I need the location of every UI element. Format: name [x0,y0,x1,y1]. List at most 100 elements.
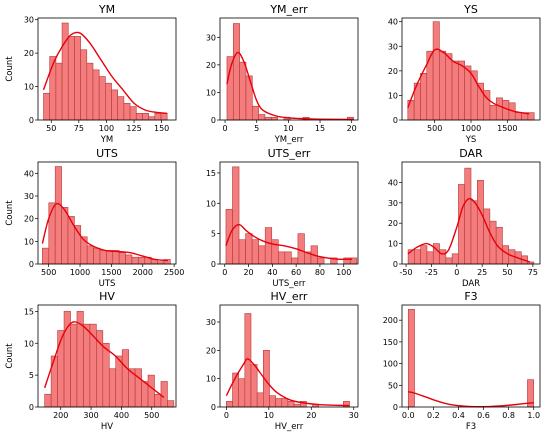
x-tick-label: 500 [41,268,56,277]
axes-frame [37,17,177,121]
y-tick-label: 0 [29,403,34,412]
x-tick-label: 30 [349,411,359,420]
y-axis-label: Count [5,343,15,369]
histogram-bar [502,100,510,121]
subplot-title: HV_err [271,290,308,303]
x-axis-label: UTS_err [272,279,306,289]
x-tick-label: 10 [283,124,293,133]
x-axis-label: UTS [99,279,116,289]
histogram-bar [83,323,91,408]
y-tick-label: 20 [24,215,34,224]
histogram-bar [291,257,299,265]
axes-frame [401,161,541,265]
x-tick-label: 0 [224,411,229,420]
histogram-bar [264,227,273,265]
histogram-bar [258,114,266,121]
histogram-bar [141,381,149,408]
histogram-bar [414,249,421,265]
y-tick-label: 5 [29,371,34,380]
x-tick-label: 1.0 [527,411,540,420]
histogram-bar [256,392,264,408]
y-tick-label: 0 [393,116,398,125]
x-tick-label: 50 [502,268,512,277]
histogram-bar [54,166,62,265]
histogram-bar [251,239,259,265]
histogram-bar [167,400,175,408]
subplot-dar: -50 -25 0 25 50 75 0 10 20 30 40 DAR DAR [388,147,541,289]
x-tick-label: 75 [74,124,84,133]
x-tick-label: 20 [347,124,357,133]
kde-curve [225,358,350,407]
x-tick-label: 0.2 [427,411,440,420]
histogram-bar [61,207,69,265]
y-tick-label: 50 [388,381,398,390]
histogram-bar [99,250,107,265]
histogram-bar [160,381,168,408]
x-tick-label: 1500 [101,268,121,277]
x-tick-label: 125 [126,124,141,133]
histogram-bar [445,53,453,121]
y-tick-label: 40 [388,18,398,27]
histogram-bar [131,256,139,265]
histogram-bar [489,104,497,121]
histogram-bar [317,257,325,265]
x-tick-label: 500 [144,411,159,420]
histogram-bar [102,342,110,408]
y-tick-label: 0 [211,260,216,269]
kde-curve [407,48,530,115]
y-tick-label: 5 [211,230,216,239]
histogram-bar [476,180,484,265]
histogram-bar [284,251,292,265]
axes-frame [37,304,177,408]
y-tick-label: 10 [24,83,34,92]
histogram-bar [232,166,240,265]
histogram-bar [105,82,112,121]
histogram-bar [269,395,276,408]
y-tick-label: 0 [29,260,34,269]
x-tick-label: 40 [267,268,277,277]
x-tick-label: 150 [154,124,169,133]
y-tick-label: 0 [393,403,398,412]
y-tick-label: 20 [206,61,216,70]
histogram-bar [86,245,94,265]
y-tick-label: 10 [206,88,216,97]
kde-curve [407,197,531,263]
subplot-ym_err: 0 5 10 15 20 0 10 20 30 YM_err YM_err [206,3,359,145]
histogram-bar [160,113,168,121]
histogram-bar [226,56,234,121]
histogram-bar [270,116,278,121]
y-tick-label: 30 [388,199,398,208]
histogram-bar [432,21,440,121]
histogram-bar [458,60,465,121]
x-axis-label: YS [465,135,477,145]
y-tick-label: 30 [206,33,216,42]
histogram-bar [281,398,289,408]
x-tick-label: 20 [243,268,253,277]
kde-curve [44,321,165,398]
histogram-bar [502,245,510,265]
histogram-bar [275,398,283,408]
histogram-bar [121,349,129,408]
histogram-bar [239,61,247,121]
x-axis-label: YM [100,135,114,145]
histogram-bar [154,393,162,408]
histogram-bar [445,257,453,265]
subplot-ym: 50 75 100 125 150 0 10 20 30 YM YM Count [5,3,177,145]
histogram-bar [67,36,75,121]
x-axis-label: HV_err [275,422,304,432]
x-tick-label: -50 [400,268,413,277]
histogram-bar [245,233,253,265]
x-tick-label: 75 [528,268,538,277]
histogram-bar [470,200,478,265]
x-tick-label: 2000 [133,268,153,277]
histogram-bar [293,403,301,408]
subplot-title: UTS_err [268,147,311,160]
histogram-bar [154,113,162,121]
histogram-bar [117,96,125,121]
histogram-bar [98,76,106,121]
x-tick-label: -25 [425,268,438,277]
subplot-title: YM [98,3,115,16]
y-tick-label: 10 [24,237,34,246]
x-tick-label: 400 [114,411,129,420]
y-tick-label: 30 [388,42,398,51]
